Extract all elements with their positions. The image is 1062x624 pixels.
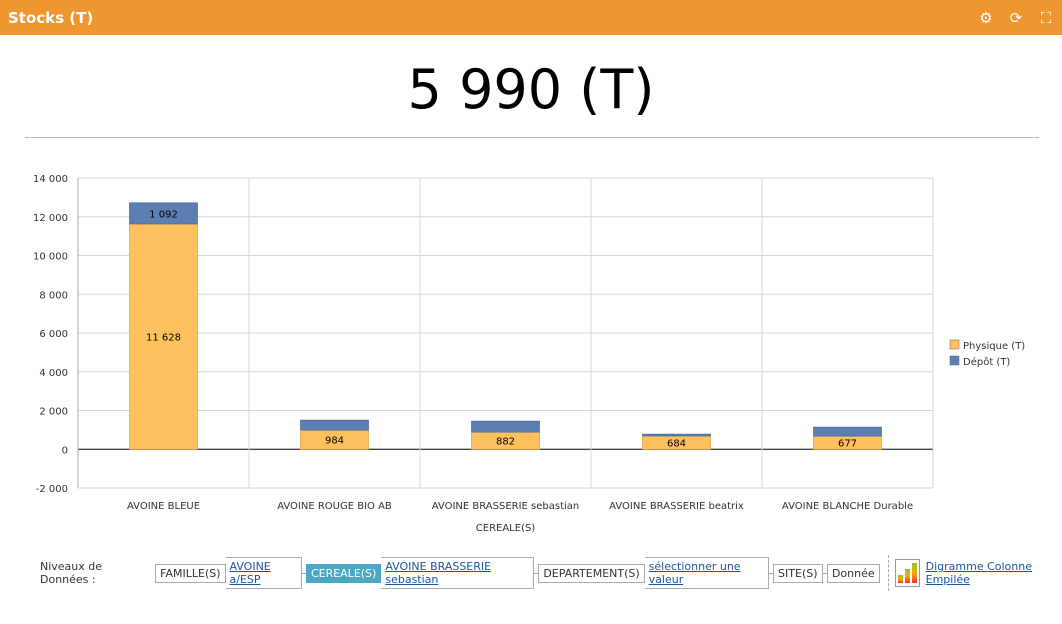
refresh-icon[interactable]: ⟳ [1009, 8, 1023, 27]
y-tick-label: 8 000 [39, 290, 68, 301]
legend-swatch [949, 339, 960, 350]
x-tick-label: AVOINE BLANCHE Durable [782, 501, 913, 512]
level-cereale[interactable]: CEREALE(S) [305, 563, 382, 583]
level-donnee[interactable]: Donnée [826, 563, 880, 583]
level-famille-value[interactable]: AVOINE a/ESP [225, 557, 302, 589]
data-label: 882 [496, 437, 515, 448]
stacked-bar-chart: -2 000 0 2 000 4 000 6 000 8 000 10 000 12 000 1… [33, 174, 1025, 534]
divider [25, 137, 1039, 138]
data-label: 984 [325, 436, 344, 447]
data-label: 684 [667, 439, 686, 450]
level-departement[interactable]: DEPARTEMENT(S) [538, 563, 645, 583]
bar-depot [129, 202, 198, 225]
bar-depot [642, 433, 711, 437]
bar-physique [129, 223, 198, 450]
level-cereale-value[interactable]: AVOINE BRASSERIE sebastian [381, 557, 534, 589]
data-label: 1 092 [149, 209, 178, 220]
settings-icon[interactable]: ⚙ [979, 8, 993, 27]
legend-swatch [949, 355, 960, 366]
chart-type-icon[interactable] [894, 559, 920, 587]
fullscreen-icon[interactable]: ⛶ [1040, 8, 1052, 27]
bar-depot [471, 420, 540, 433]
y-tick-label: 12 000 [33, 213, 68, 224]
y-tick-label: 14 000 [33, 174, 68, 185]
chart-type-link[interactable]: Digramme Colonne Empilée [925, 560, 1032, 586]
levels-label: Niveaux de Données : [40, 560, 103, 586]
y-tick-label: -2 000 [36, 484, 68, 495]
level-famille[interactable]: FAMILLE(S) [155, 563, 226, 583]
x-tick-label: AVOINE ROUGE BIO AB [277, 501, 392, 512]
x-tick-label: AVOINE BLEUE [127, 501, 200, 512]
data-levels: Niveaux de Données : FAMILLE(S) AVOINE a/… [40, 555, 1062, 591]
panel-header: Stocks (T) ⚙ ⟳ ⛶ [0, 0, 1062, 35]
y-tick-label: 4 000 [39, 368, 68, 379]
x-axis-title: CEREALE(S) [476, 523, 536, 534]
level-departement-value[interactable]: sélectionner une valeur [644, 557, 769, 589]
y-tick-label: 0 [62, 445, 68, 456]
panel-title: Stocks (T) [8, 8, 94, 27]
kpi-value: 5 990 (T) [407, 58, 655, 121]
y-tick-label: 2 000 [39, 407, 68, 418]
data-label: 677 [838, 439, 857, 450]
y-tick-label: 10 000 [33, 252, 68, 263]
bar-depot [300, 419, 369, 431]
legend-label: Physique (T) [963, 341, 1025, 352]
bar-depot [813, 426, 882, 437]
legend-label: Dépôt (T) [963, 356, 1010, 368]
level-site[interactable]: SITE(S) [773, 563, 823, 583]
y-tick-label: 6 000 [39, 329, 68, 340]
data-label: 11 628 [146, 333, 181, 344]
x-tick-label: AVOINE BRASSERIE sebastian [432, 501, 580, 512]
x-tick-label: AVOINE BRASSERIE beatrix [609, 501, 744, 512]
